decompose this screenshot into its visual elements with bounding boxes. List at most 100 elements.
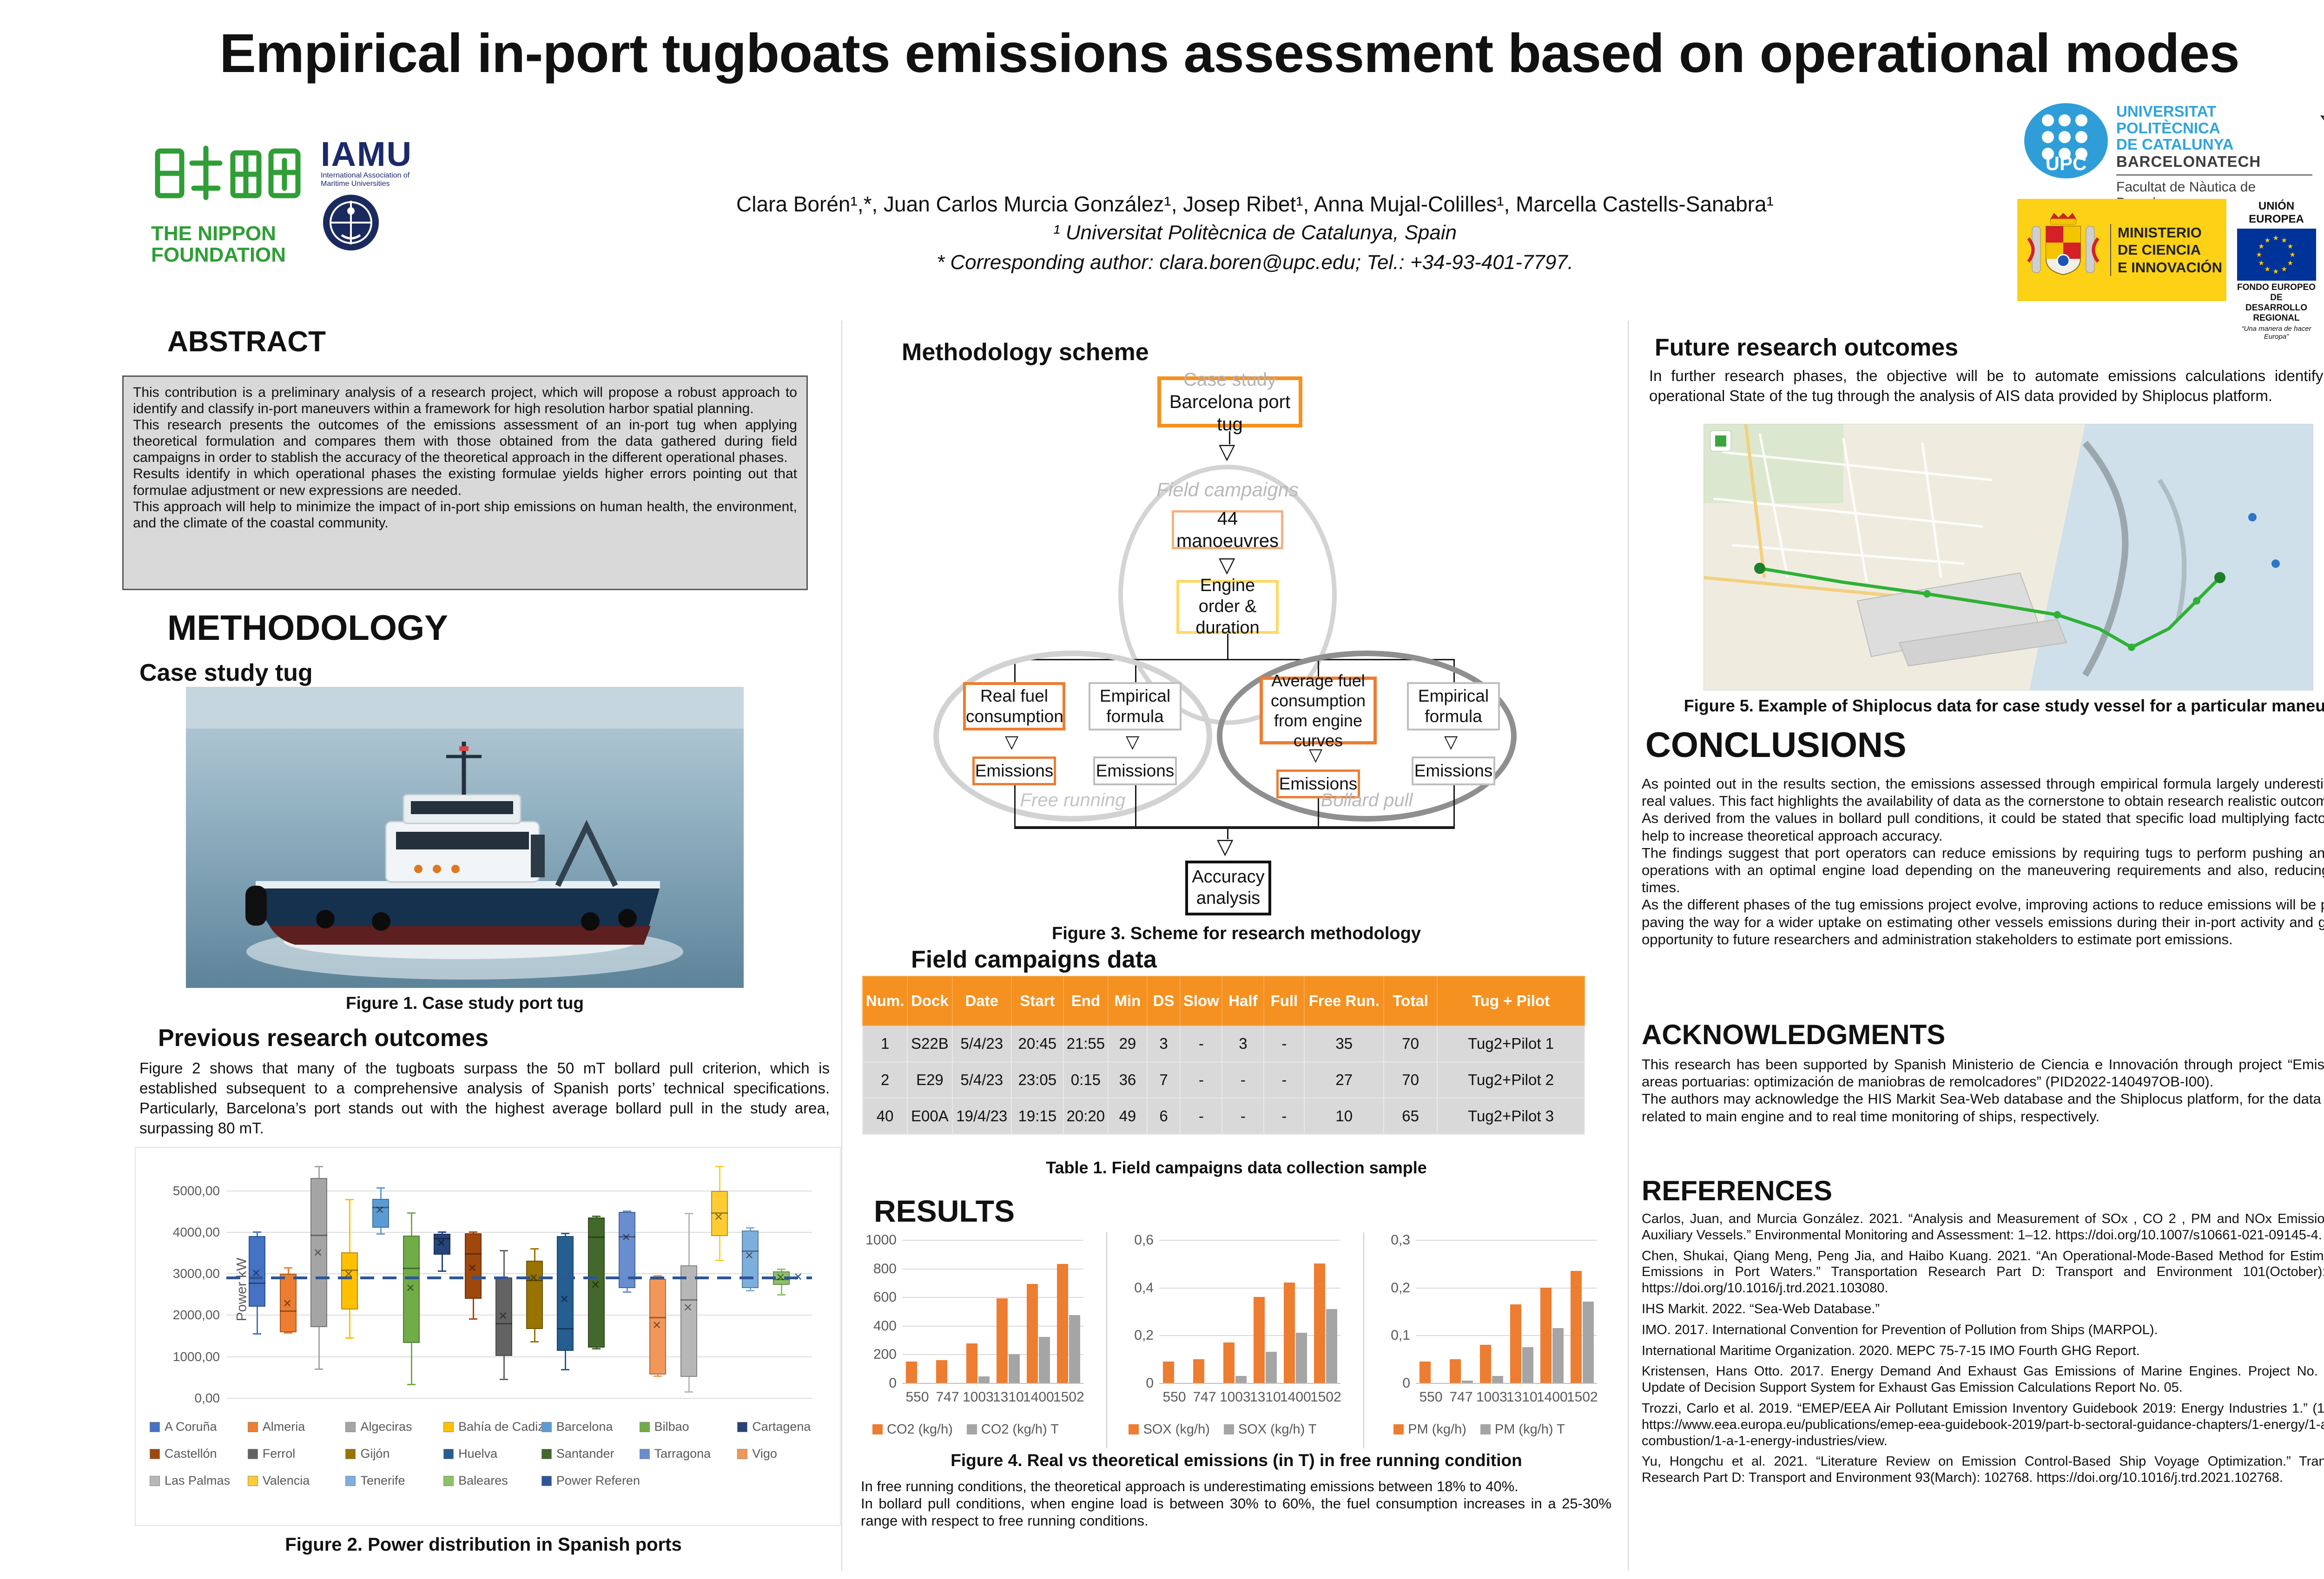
reference-item: Trozzi, Carlo et al. 2019. “EMEP/EEA Air… bbox=[1642, 1401, 2324, 1448]
table-cell: 29 bbox=[1108, 1025, 1148, 1062]
legend-swatch-icon bbox=[1223, 1424, 1234, 1434]
legend-swatch-icon bbox=[247, 1421, 258, 1432]
results-heading: RESULTS bbox=[874, 1194, 1015, 1228]
gridline bbox=[902, 1297, 1083, 1298]
legend-swatch-icon bbox=[443, 1448, 454, 1459]
eu-line1: FONDO EUROPEO DE bbox=[2237, 283, 2316, 303]
table-cell: 21:55 bbox=[1063, 1025, 1109, 1062]
x-category-label: 1502 bbox=[1310, 1389, 1341, 1405]
legend-swatch-icon bbox=[150, 1475, 160, 1486]
bar-SOX (kg/h) bbox=[1314, 1263, 1325, 1383]
scheme-emissions-d: Emissions bbox=[1412, 757, 1495, 785]
whisker-cap bbox=[376, 1187, 385, 1189]
figure1-tug-photo bbox=[186, 687, 744, 988]
table-header-cell: Full bbox=[1263, 976, 1305, 1026]
arrow-down-icon: ▽ bbox=[1005, 732, 1019, 752]
ministry-logo: MINISTERIO DE CIENCIA E INNOVACIÓN bbox=[2017, 199, 2226, 301]
x-category-label: 1003 bbox=[1220, 1389, 1251, 1405]
whisker-cap bbox=[500, 1378, 508, 1380]
upc-badge-icon: UPC bbox=[2024, 103, 2108, 178]
gridline bbox=[1416, 1335, 1597, 1336]
results-paragraph: In bollard pull conditions, when engine … bbox=[861, 1495, 1611, 1529]
conclusions-paragraph: The findings suggest that port operators… bbox=[1642, 844, 2324, 896]
whisker-cap bbox=[623, 1211, 631, 1212]
table1-caption: Table 1. Field campaigns data collection… bbox=[1046, 1158, 1427, 1177]
bar-CO2 (kg/h) T bbox=[1008, 1354, 1020, 1383]
gridline bbox=[226, 1273, 812, 1275]
co2-bar-chart: 0 200 400 600 800 1000 550 747 1003 1310 1400 1502 C… bbox=[858, 1232, 1092, 1450]
legend-swatch-icon bbox=[639, 1421, 650, 1432]
upc-logo: UPC UNIVERSITAT POLITÈCNICA DE CATALUNYA… bbox=[2024, 103, 2312, 211]
box-Huelva bbox=[557, 1236, 574, 1351]
x-category-label: 1003 bbox=[1476, 1389, 1507, 1405]
x-category-label: 1310 bbox=[993, 1389, 1024, 1405]
whisker-cap bbox=[715, 1165, 724, 1167]
abstract-paragraph: Results identify in which operational ph… bbox=[133, 466, 797, 498]
whisker-cap bbox=[685, 1212, 693, 1214]
whisker-cap bbox=[253, 1333, 261, 1335]
legend-swatch-icon bbox=[1480, 1424, 1491, 1434]
bar-SOX (kg/h) bbox=[1162, 1361, 1174, 1383]
scheme-connector bbox=[1135, 785, 1136, 827]
ministry-line2: DE CIENCIA bbox=[2118, 242, 2201, 258]
bar-PM (kg/h) bbox=[1449, 1359, 1461, 1383]
future-heading: Future research outcomes bbox=[1655, 334, 1959, 361]
eu-logo: UNIÓN EUROPEA ★ ★ ★ ★ ★ ★ ★ ★ ★ ★ ★ ★ FONDO EUROPEO… bbox=[2233, 200, 2319, 341]
box-median bbox=[588, 1236, 605, 1238]
corresponding-line: * Corresponding author: clara.boren@upc.… bbox=[936, 251, 1574, 274]
legend-item: Santander bbox=[541, 1447, 640, 1461]
eu-star-icon: ★ bbox=[2287, 259, 2294, 267]
legend-swatch-icon bbox=[345, 1448, 356, 1459]
eu-star-icon: ★ bbox=[2289, 251, 2296, 259]
legend-item: PM (kg/h) T bbox=[1480, 1422, 1565, 1437]
table-cell: 6 bbox=[1146, 1098, 1181, 1135]
bar-PM (kg/h) T bbox=[1492, 1375, 1503, 1383]
bar-CO2 (kg/h) T bbox=[1038, 1337, 1050, 1383]
table-cell: 20:20 bbox=[1063, 1098, 1109, 1135]
box-mean-marker: ✕ bbox=[406, 1282, 416, 1295]
gridline bbox=[1416, 1383, 1597, 1384]
box-Vigo bbox=[649, 1278, 666, 1375]
acknowledgments-paragraph: The authors may acknowledge the HIS Mark… bbox=[1642, 1091, 2324, 1125]
table-cell: 35 bbox=[1304, 1025, 1385, 1062]
abstract-paragraph: This research presents the outcomes of t… bbox=[133, 417, 797, 466]
conclusions-text: As pointed out in the results section, t… bbox=[1642, 775, 2324, 948]
eu-star-icon: ★ bbox=[2258, 243, 2265, 250]
box-mean-marker: ✕ bbox=[745, 1250, 754, 1263]
nippon-name-line1: THE NIPPON bbox=[151, 222, 276, 245]
ministry-line1: MINISTERIO bbox=[2118, 224, 2202, 241]
legend-item: Barcelona bbox=[541, 1420, 640, 1434]
reference-item: Yu, Hongchu et al. 2021. “Literature Rev… bbox=[1642, 1454, 2324, 1486]
box-mean-marker: ✕ bbox=[652, 1319, 662, 1332]
scheme-connector bbox=[1227, 829, 1228, 839]
chart-legend: SOX (kg/h) SOX (kg/h) T bbox=[1087, 1422, 1359, 1437]
box-Las Palmas bbox=[680, 1265, 697, 1377]
iamu-acronym: IAMU bbox=[321, 135, 413, 173]
legend-swatch-icon bbox=[443, 1421, 454, 1432]
whisker-cap bbox=[530, 1341, 539, 1343]
bar-PM (kg/h) bbox=[1479, 1344, 1491, 1383]
acknowledgments-heading: ACKNOWLEDGMENTS bbox=[1642, 1019, 1946, 1050]
whisker-cap bbox=[345, 1199, 354, 1201]
results-paragraph: In free running conditions, the theoreti… bbox=[861, 1478, 1519, 1494]
box-Tarragona bbox=[619, 1212, 635, 1289]
reference-item: IMO. 2017. International Convention for … bbox=[1642, 1322, 2158, 1337]
y-tick-label: 0,2 bbox=[1134, 1328, 1154, 1343]
gridline bbox=[226, 1398, 812, 1399]
table-cell: - bbox=[1263, 1025, 1305, 1062]
table-cell: 5/4/23 bbox=[951, 1061, 1012, 1099]
legend-item: Vigo bbox=[737, 1447, 835, 1461]
box-median bbox=[434, 1238, 450, 1240]
bar-PM (kg/h) bbox=[1570, 1270, 1582, 1383]
table-cell: 36 bbox=[1108, 1061, 1148, 1099]
bar-SOX (kg/h) bbox=[1223, 1342, 1235, 1383]
table-cell: 1 bbox=[862, 1025, 908, 1062]
legend-item: Tarragona bbox=[639, 1447, 738, 1461]
gridline bbox=[902, 1354, 1083, 1355]
box-Bilbao bbox=[403, 1235, 420, 1343]
box-mean-marker: ✕ bbox=[683, 1302, 693, 1315]
box-mean-marker: ✕ bbox=[714, 1211, 724, 1224]
legend-item: Huelva bbox=[443, 1447, 541, 1461]
legend-item: Cartagena bbox=[737, 1420, 835, 1434]
box-mean-marker: ✕ bbox=[591, 1278, 601, 1291]
